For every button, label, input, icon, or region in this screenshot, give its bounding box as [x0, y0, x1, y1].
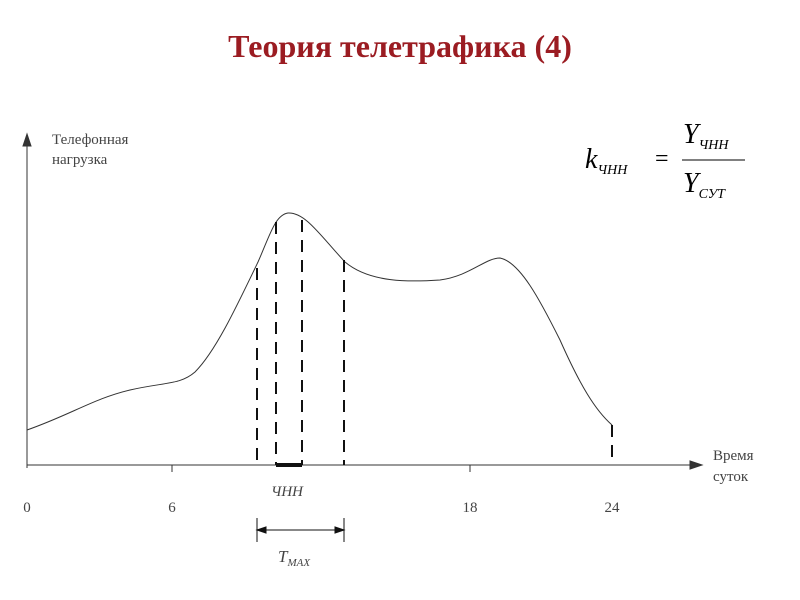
dashed-lines [256, 220, 613, 465]
num-sub: ЧНН [699, 138, 730, 153]
slide-title: Теория телетрафика (4) [228, 28, 572, 64]
x-tick-label: 18 [463, 500, 478, 516]
x-tick-label: 0 [23, 500, 31, 516]
den: Y [683, 168, 702, 199]
x-axis-label: суток [713, 469, 749, 485]
x-arrow [689, 460, 704, 470]
num: Y [683, 119, 702, 150]
arrow-head [334, 526, 346, 534]
equals: = [655, 146, 669, 172]
numerator: YЧНН [683, 119, 729, 153]
formula-k: kЧНН [585, 144, 628, 178]
den-sub: СУТ [699, 187, 727, 202]
formula: kЧНН = YЧНН YСУТ [585, 119, 745, 202]
y-axis-label: Телефонная [52, 132, 129, 148]
denominator: YСУТ [683, 168, 726, 202]
k-sub: ЧНН [597, 163, 628, 178]
tmax-sub: MAX [286, 557, 311, 569]
axes [22, 132, 704, 472]
k: k [585, 144, 598, 175]
x-axis-label: Время [713, 448, 754, 464]
tmax-interval [255, 518, 346, 542]
peak-hour-label: ЧНН [271, 484, 304, 500]
y-axis-label: нагрузка [52, 152, 108, 168]
arrow-head [255, 526, 267, 534]
x-tick-label: 24 [605, 500, 621, 516]
load-curve [26, 212, 613, 431]
tmax-label: TMAX [278, 547, 311, 569]
y-arrow [22, 132, 32, 147]
x-tick-label: 6 [168, 500, 176, 516]
tmax-main: T [278, 547, 289, 566]
